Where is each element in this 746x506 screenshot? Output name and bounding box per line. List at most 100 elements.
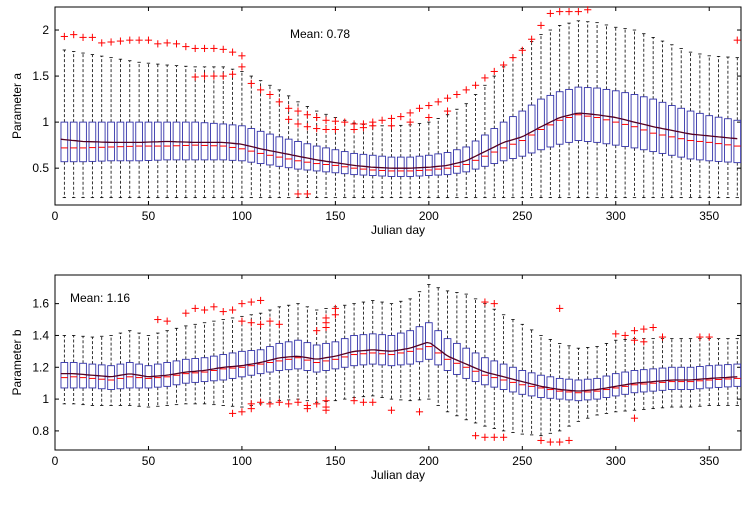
box-day-130 <box>294 101 302 199</box>
outlier-point <box>247 79 255 88</box>
x-tick-label: 200 <box>419 209 439 223</box>
box-day-135 <box>303 306 312 402</box>
box-day-165 <box>359 124 368 199</box>
outlier-point <box>294 120 302 128</box>
box <box>714 364 723 388</box>
box-day-40 <box>125 330 134 406</box>
outlier-point <box>182 309 190 317</box>
box-day-185 <box>396 124 405 199</box>
y-tick-label: 1.4 <box>32 328 49 342</box>
outlier-point <box>556 8 564 16</box>
box-day-50 <box>144 62 153 199</box>
axes-frame <box>54 274 742 451</box>
box <box>340 151 349 175</box>
outlier-point <box>387 406 396 414</box>
box-day-335 <box>677 338 685 408</box>
box <box>425 154 433 176</box>
outlier-point <box>228 306 237 314</box>
box <box>116 363 125 390</box>
outlier-point <box>191 44 199 53</box>
outlier-point <box>556 304 564 313</box>
outlier-point <box>313 327 321 335</box>
box <box>434 153 443 176</box>
x-tick: 250 <box>512 7 533 223</box>
box-day-340 <box>686 51 695 199</box>
box <box>527 104 536 154</box>
y-tick: 0.8 <box>32 424 741 438</box>
box-day-255 <box>527 329 536 436</box>
box-day-295 <box>602 24 611 199</box>
outlier-point <box>471 432 480 440</box>
box-day-65 <box>172 327 181 406</box>
box-day-100 <box>238 71 246 199</box>
box-day-110 <box>256 312 265 405</box>
outlier-point <box>509 54 517 62</box>
mean-line <box>60 112 738 169</box>
box <box>733 363 742 387</box>
box <box>135 121 143 162</box>
outlier-point <box>228 409 237 418</box>
x-tick-label: 200 <box>419 454 439 468</box>
box <box>453 149 461 174</box>
box-day-245 <box>509 57 517 199</box>
outlier-point <box>369 398 377 406</box>
box <box>238 125 246 162</box>
x-tick-label: 50 <box>142 209 156 223</box>
box-day-45 <box>135 332 143 407</box>
outlier-point <box>200 72 209 80</box>
y-tick: 1.2 <box>32 360 741 374</box>
outlier-point <box>733 36 741 44</box>
box <box>200 122 209 161</box>
outlier-point <box>369 122 377 130</box>
outlier-point <box>359 398 368 406</box>
box-series <box>60 284 742 437</box>
outlier-point <box>275 98 283 106</box>
box-day-195 <box>415 123 424 199</box>
box-day-165 <box>359 301 368 398</box>
box <box>210 122 218 161</box>
outlier-point <box>584 6 592 14</box>
box-day-280 <box>574 347 583 422</box>
box <box>172 121 181 161</box>
box-day-225 <box>471 94 480 199</box>
x-tick-label: 350 <box>699 454 719 468</box>
outlier-point <box>500 61 508 69</box>
outlier-point <box>210 72 218 80</box>
box <box>630 370 639 394</box>
box <box>368 333 377 365</box>
x-tick: 50 <box>142 7 156 223</box>
outlier-point <box>378 116 386 124</box>
outlier-point <box>266 400 274 408</box>
outlier-point <box>565 436 573 445</box>
box-day-90 <box>219 319 228 406</box>
box-series <box>60 20 742 199</box>
outlier-point <box>518 46 526 54</box>
box <box>518 110 527 157</box>
outlier-point <box>640 338 648 346</box>
box <box>69 121 78 163</box>
box-day-275 <box>565 22 573 199</box>
outlier-point <box>210 44 218 53</box>
box-day-140 <box>312 110 321 199</box>
box-day-55 <box>153 63 162 199</box>
outlier-point <box>191 73 199 81</box>
y-tick-label: 1 <box>42 392 49 406</box>
box-day-105 <box>247 75 256 199</box>
box-day-240 <box>499 314 508 432</box>
outlier-point <box>294 398 302 406</box>
box <box>649 98 657 153</box>
x-tick-label: 150 <box>325 209 345 223</box>
outlier-point <box>266 90 274 99</box>
outlier-point <box>565 8 573 16</box>
outlier-point <box>219 45 227 53</box>
outlier-point <box>79 33 87 41</box>
outlier-point <box>462 86 470 94</box>
box-day-325 <box>658 338 667 409</box>
box-day-275 <box>565 345 573 427</box>
box-day-310 <box>630 29 639 199</box>
box-day-5 <box>60 335 69 405</box>
box <box>368 154 377 176</box>
box-day-140 <box>312 309 321 403</box>
box-day-345 <box>696 338 704 407</box>
box-day-200 <box>425 284 433 400</box>
